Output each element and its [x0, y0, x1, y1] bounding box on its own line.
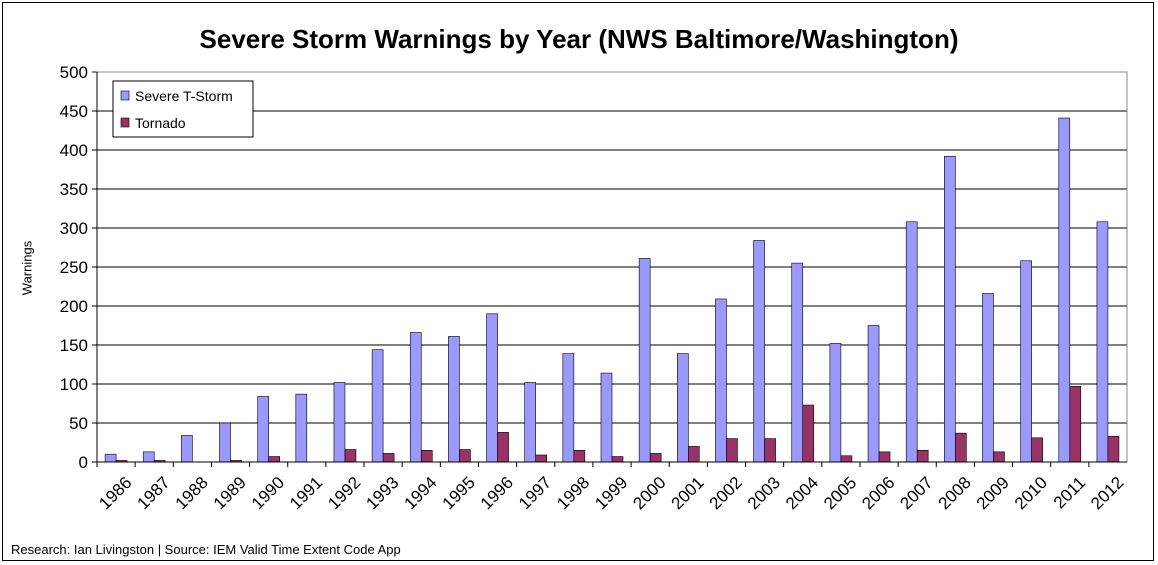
x-tick-label-2007: 2007 [896, 473, 936, 513]
y-tick-label-1: 50 [69, 414, 88, 433]
bar-severe-tstorm-1991 [295, 393, 308, 463]
bar-tornado-1995 [459, 449, 471, 463]
x-tick-label-1996: 1996 [477, 473, 517, 513]
y-tick-label-2: 100 [60, 375, 88, 394]
x-tick-label-2000: 2000 [629, 473, 669, 513]
bar-tornado-2002 [726, 438, 738, 463]
credit-text: Research: Ian Livingston | Source: IEM V… [11, 542, 401, 557]
bar-tornado-1996 [497, 432, 509, 463]
bar-tornado-1993 [382, 453, 395, 463]
y-tick-label-8: 400 [60, 141, 88, 160]
x-tick-label-1988: 1988 [172, 473, 212, 513]
bar-tornado-1992 [344, 449, 357, 463]
bar-severe-tstorm-1989 [219, 422, 231, 463]
bar-tornado-2009 [993, 451, 1005, 463]
x-tick-label-2006: 2006 [858, 473, 898, 513]
bar-severe-tstorm-2000 [638, 258, 651, 463]
bar-tornado-2008 [955, 432, 967, 463]
legend-box [112, 80, 254, 138]
bar-tornado-1994 [420, 449, 433, 463]
bar-severe-tstorm-2007 [905, 221, 918, 463]
legend-label-1: Tornado [135, 115, 186, 131]
legend-label-0: Severe T-Storm [135, 88, 233, 104]
x-tick-label-1987: 1987 [133, 473, 173, 513]
bar-severe-tstorm-1999 [600, 372, 613, 463]
bar-severe-tstorm-2009 [982, 293, 994, 463]
x-tick-label-2001: 2001 [668, 473, 708, 513]
x-tick-label-2004: 2004 [782, 473, 822, 513]
bar-severe-tstorm-2002 [715, 298, 727, 463]
bar-severe-tstorm-1987 [142, 451, 155, 463]
bar-severe-tstorm-2003 [753, 240, 765, 463]
x-tick-label-1993: 1993 [362, 473, 402, 513]
bar-severe-tstorm-2006 [867, 325, 880, 463]
bar-tornado-1990 [268, 456, 280, 463]
y-tick-label-0: 0 [79, 453, 88, 472]
legend-swatch-1 [120, 117, 130, 128]
y-tick-label-10: 500 [60, 63, 88, 82]
bar-severe-tstorm-1995 [448, 336, 460, 463]
bar-severe-tstorm-1990 [257, 396, 269, 463]
bar-severe-tstorm-1996 [486, 313, 498, 463]
bar-tornado-2012 [1107, 435, 1120, 463]
bar-tornado-2004 [802, 404, 815, 463]
bar-tornado-2001 [687, 446, 700, 463]
x-tick-label-2003: 2003 [744, 473, 784, 513]
y-tick-label-4: 200 [60, 297, 88, 316]
y-tick-label-3: 150 [60, 336, 88, 355]
y-tick-label-7: 350 [60, 180, 88, 199]
x-tick-label-1997: 1997 [515, 473, 555, 513]
y-tick-label-5: 250 [60, 258, 88, 277]
bar-severe-tstorm-1988 [181, 435, 193, 463]
bar-tornado-2006 [878, 451, 891, 463]
bar-severe-tstorm-2012 [1096, 221, 1109, 463]
bar-severe-tstorm-2008 [944, 155, 956, 463]
x-tick-label-1989: 1989 [210, 473, 250, 513]
bar-tornado-2011 [1069, 386, 1082, 463]
bar-tornado-2000 [649, 453, 662, 463]
x-tick-label-1992: 1992 [324, 473, 364, 513]
x-tick-label-2008: 2008 [935, 473, 975, 513]
bar-severe-tstorm-2004 [791, 262, 804, 463]
chart-title: Severe Storm Warnings by Year (NWS Balti… [199, 24, 959, 54]
x-tick-label-1990: 1990 [248, 473, 288, 513]
bar-severe-tstorm-1992 [333, 382, 346, 463]
bar-tornado-1999 [611, 456, 624, 463]
x-tick-label-2011: 2011 [1050, 473, 1089, 512]
x-tick-label-2009: 2009 [973, 473, 1013, 513]
bar-tornado-2010 [1031, 437, 1043, 463]
bar-severe-tstorm-2011 [1058, 117, 1071, 463]
x-tick-label-2012: 2012 [1087, 473, 1127, 513]
x-tick-label-1999: 1999 [591, 473, 631, 513]
legend-swatch-0 [120, 90, 130, 101]
bar-severe-tstorm-1993 [371, 349, 384, 463]
bar-tornado-2007 [916, 449, 929, 463]
y-tick-label-9: 450 [60, 102, 88, 121]
bar-tornado-1998 [573, 449, 586, 463]
bar-severe-tstorm-2005 [829, 343, 842, 463]
x-tick-label-1998: 1998 [553, 473, 593, 513]
x-tick-label-2002: 2002 [706, 473, 746, 513]
bar-severe-tstorm-2001 [676, 353, 689, 463]
x-tick-label-1991: 1991 [286, 473, 326, 513]
bar-severe-tstorm-2010 [1020, 260, 1032, 463]
bar-severe-tstorm-1986 [104, 453, 117, 463]
bar-severe-tstorm-1998 [562, 353, 575, 463]
bar-severe-tstorm-1997 [524, 382, 537, 463]
x-tick-label-1995: 1995 [439, 473, 479, 513]
x-tick-label-1994: 1994 [401, 473, 441, 513]
x-tick-label-2005: 2005 [820, 473, 860, 513]
y-tick-label-6: 300 [60, 219, 88, 238]
x-tick-label-2010: 2010 [1011, 473, 1051, 513]
bar-tornado-1997 [535, 454, 548, 463]
bar-tornado-2005 [840, 455, 853, 463]
bar-tornado-2003 [764, 438, 776, 463]
bar-severe-tstorm-1994 [409, 332, 422, 463]
x-tick-label-1986: 1986 [95, 473, 135, 513]
